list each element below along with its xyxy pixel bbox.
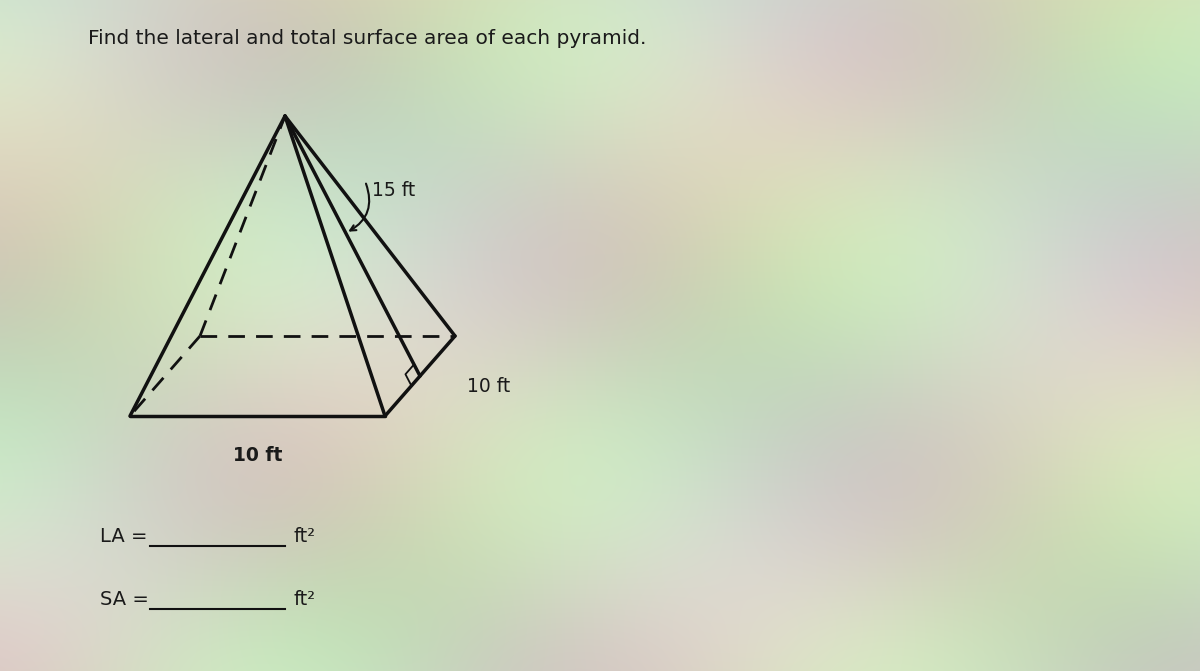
Text: SA =: SA =	[100, 590, 155, 609]
Text: LA =: LA =	[100, 527, 154, 546]
Text: ft²: ft²	[293, 590, 316, 609]
Text: Find the lateral and total surface area of each pyramid.: Find the lateral and total surface area …	[88, 29, 647, 48]
Text: 15 ft: 15 ft	[372, 181, 415, 201]
Text: 10 ft: 10 ft	[467, 376, 510, 395]
Text: ft²: ft²	[293, 527, 316, 546]
Text: 10 ft: 10 ft	[233, 446, 282, 465]
